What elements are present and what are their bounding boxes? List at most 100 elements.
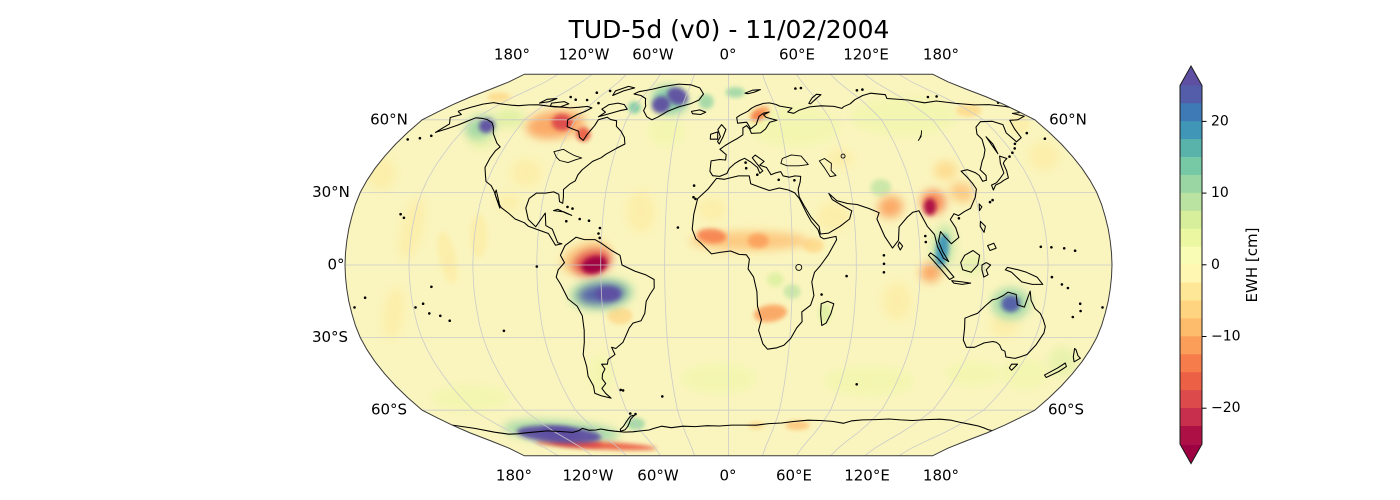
island-dot — [991, 198, 994, 202]
anomaly-scandinavia-core — [752, 110, 764, 120]
anomaly-tibet — [870, 179, 891, 197]
colorbar-tick-label: 20 — [1211, 113, 1229, 129]
coast-banks — [538, 97, 558, 104]
coast-cuba — [552, 208, 573, 216]
colorbar-segment — [1180, 425, 1202, 445]
island-dot — [1101, 306, 1104, 309]
island-dot — [926, 95, 930, 99]
anomaly-south-atlantic-tint — [681, 364, 757, 394]
meridian-label-top: 180° — [923, 46, 959, 64]
meridian-label-top: 180° — [494, 46, 530, 64]
meridian-label-bottom: 120°E — [844, 467, 890, 485]
island-dots — [353, 86, 1104, 416]
anomaly-tasman-tint — [1001, 359, 1048, 389]
island-dot — [619, 388, 622, 392]
anomaly-south-of-australia-tint — [946, 361, 1000, 386]
island-dot — [661, 395, 664, 398]
parallel-label-right: 60°N — [1049, 110, 1087, 128]
coast-iceland — [690, 109, 707, 116]
colorbar-tick-label: −10 — [1211, 329, 1241, 345]
coast-novaya — [808, 93, 822, 105]
island-dot — [1060, 283, 1064, 286]
island-dot — [692, 195, 695, 199]
map-clipped-layers — [345, 74, 1112, 456]
island-dot — [597, 101, 600, 105]
colorbar-segment — [1180, 372, 1202, 391]
island-dot — [1071, 315, 1075, 319]
coast-victoria — [549, 101, 570, 108]
coast-af — [691, 175, 838, 350]
island-dot — [569, 95, 572, 99]
anomaly-west-antarctica-core2 — [539, 426, 580, 440]
anomaly-nw-mexico-tint — [499, 192, 520, 212]
colorbar: 20 10 0 −10 −20 — [1179, 64, 1241, 465]
island-dot — [1008, 155, 1011, 158]
anomaly-central-australia — [989, 313, 1019, 338]
coast-nzN — [1072, 347, 1081, 363]
island-dot — [1039, 245, 1043, 249]
island-dot — [845, 274, 848, 278]
colorbar-segment — [1180, 264, 1202, 283]
anomaly-west-of-sumatra — [920, 262, 942, 283]
lake-blacksea — [780, 154, 809, 167]
island-dot — [882, 254, 886, 257]
island-dot — [924, 234, 927, 238]
colorbar-segment — [1180, 139, 1202, 158]
coast-sakhalin — [985, 136, 999, 155]
island-dot — [406, 138, 410, 141]
anomaly-greenland-core-south — [651, 96, 671, 114]
anomaly-caspian-east — [826, 148, 854, 169]
island-dot — [744, 161, 747, 164]
coast-peninsula — [619, 414, 636, 432]
anomaly-congo-1 — [766, 272, 784, 287]
meridian-label-top: 0° — [719, 46, 736, 64]
figure-title: TUD-5d (v0) - 11/02/2004 — [568, 15, 890, 44]
island-dot — [418, 136, 422, 140]
island-dot — [957, 217, 961, 220]
island-dot — [1013, 147, 1016, 150]
anomaly-east-antarctica-1 — [785, 420, 810, 430]
island-dot — [820, 293, 823, 296]
meridian-label-bottom: 60°E — [776, 467, 812, 485]
colorbar-tick-label: 10 — [1211, 185, 1229, 201]
parallel-label-left: 0° — [327, 256, 344, 274]
colorbar-tick-label: 0 — [1211, 257, 1220, 273]
anomaly-north-india — [878, 195, 903, 218]
colorbar-outline — [1179, 64, 1203, 465]
anomaly-myanmar-core — [923, 198, 937, 216]
coast-ellesmere — [612, 85, 636, 97]
parallel-label-right: 60°S — [1048, 401, 1084, 419]
island-dot — [402, 216, 406, 220]
colorbar-segment — [1180, 408, 1202, 427]
anomaly-siberia-tint — [850, 98, 958, 136]
island-dot — [430, 285, 433, 289]
anomaly-alaska-arctic-tint — [487, 92, 511, 102]
meridian-label-top: 60°E — [779, 46, 815, 64]
anomaly-greenland-core-north — [666, 87, 688, 106]
island-dot — [692, 184, 696, 187]
island-dot — [535, 265, 539, 268]
island-dot — [448, 319, 452, 323]
graticule-labels: 180° 180° 120°W 120°W 60°W 60°W 0° 0° 60°E 60°E 12… — [312, 46, 1087, 485]
island-dot — [502, 329, 506, 333]
island-dot — [1073, 249, 1077, 252]
island-dot — [694, 197, 697, 201]
coast-java — [951, 280, 972, 285]
anomaly-svalbard-positive — [725, 87, 745, 98]
island-dot — [598, 236, 601, 240]
colorbar-segment — [1180, 336, 1202, 355]
colorbar-tick-label: −20 — [1211, 400, 1241, 416]
island-dot — [595, 91, 599, 94]
coast-gl — [633, 83, 705, 121]
island-dot — [861, 88, 864, 91]
coastlines — [434, 83, 1081, 435]
anomaly-paraguay — [607, 307, 633, 325]
island-dot — [935, 95, 938, 98]
parallel-label-left: 60°S — [371, 401, 407, 419]
anomaly-europe-russia-tint — [749, 108, 841, 147]
colorbar-segment — [1180, 192, 1202, 212]
island-dot — [587, 219, 591, 222]
anomaly-new-zealand-tint — [1048, 347, 1077, 377]
island-dot — [855, 383, 858, 386]
anomaly-zambia — [753, 304, 787, 323]
